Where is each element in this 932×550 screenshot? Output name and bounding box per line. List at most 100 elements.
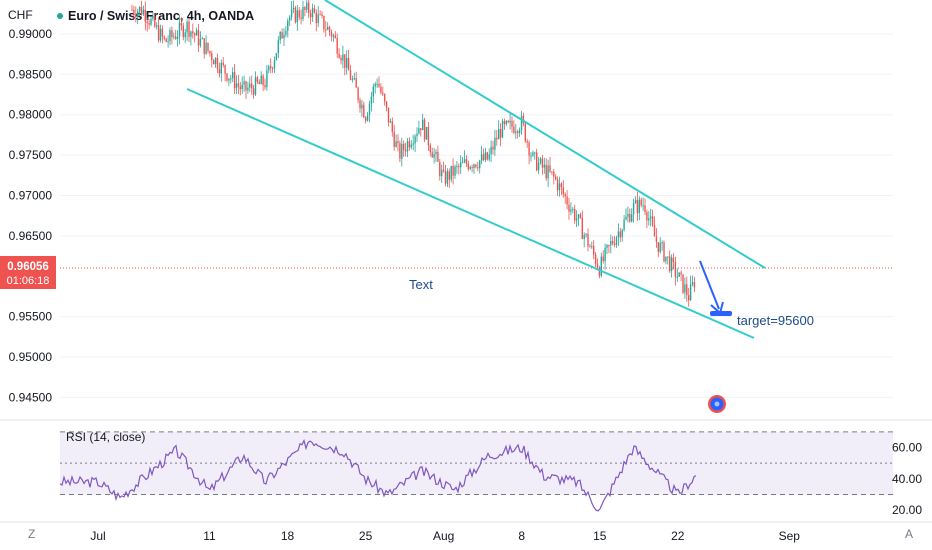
rsi-label[interactable]: RSI (14, close): [66, 430, 145, 444]
candle-body: [499, 128, 502, 138]
candle-body: [268, 66, 270, 71]
candle-body: [249, 83, 251, 88]
candle-body: [509, 120, 511, 123]
candle-body: [260, 75, 262, 85]
candle-body: [494, 137, 496, 150]
candle-body: [634, 200, 637, 204]
candle-body: [655, 236, 658, 243]
candle-body: [541, 158, 544, 168]
candle-body: [593, 246, 595, 255]
candle-body: [522, 115, 525, 124]
candle-body: [615, 237, 618, 245]
time-axis[interactable]: Jul 11 18 25 Aug 8 15 22 Sep: [90, 529, 800, 543]
candle-body: [315, 12, 317, 24]
candle-body: [245, 81, 247, 91]
candle-body: [156, 25, 158, 27]
candle-body: [613, 243, 616, 245]
symbol-title[interactable]: Euro / Swiss Franc, 4h, OANDA: [68, 9, 254, 23]
candle-body: [355, 78, 357, 88]
candle-body: [458, 166, 460, 168]
candle-body: [619, 231, 621, 238]
candle-body: [648, 218, 650, 221]
candle-body: [585, 233, 587, 235]
candle-body: [422, 119, 424, 131]
candle-body: [475, 164, 477, 168]
candle-body: [319, 14, 321, 16]
price-tick-label: 0.99000: [9, 27, 53, 41]
candle-body: [416, 133, 418, 137]
candle-body: [537, 162, 540, 171]
candle-body: [657, 242, 659, 253]
candle-body: [682, 274, 684, 293]
candle-body: [290, 9, 293, 18]
candle-body: [163, 36, 165, 39]
currency-label: CHF: [8, 8, 33, 22]
target-annotation[interactable]: target=95600: [737, 313, 814, 328]
candle-body: [370, 96, 373, 104]
candle-body: [589, 246, 591, 248]
auto-scale-button[interactable]: A: [905, 527, 913, 541]
candle-body: [570, 209, 572, 212]
price-tick-label: 0.97000: [9, 188, 53, 202]
candle-body: [150, 18, 152, 25]
last-price-tag: 0.96056 01:06:18: [0, 256, 56, 289]
candle-body: [564, 193, 566, 197]
candlestick-series: [131, 0, 696, 307]
candle-body: [515, 131, 517, 133]
candle-body: [551, 171, 553, 173]
candle-body: [549, 165, 551, 172]
candle-body: [617, 231, 620, 238]
candle-body: [517, 131, 519, 134]
candle-body: [176, 36, 179, 39]
candle-body: [612, 240, 614, 244]
time-tick-label: 22: [671, 529, 685, 543]
channel-upper-line[interactable]: [324, 0, 766, 269]
candle-body: [287, 20, 289, 31]
candle-body: [534, 152, 536, 154]
candle-body: [437, 151, 439, 162]
candle-body: [192, 31, 194, 34]
candle-body: [661, 242, 663, 244]
candle-body: [173, 36, 175, 38]
candle-body: [606, 245, 608, 248]
candle-body: [581, 217, 583, 239]
candle-body: [623, 219, 625, 230]
candle-body: [395, 141, 397, 147]
candle-body: [304, 7, 306, 10]
zoom-button[interactable]: Z: [28, 527, 35, 541]
candle-body: [165, 38, 167, 42]
candle-body: [566, 196, 568, 205]
candle-body: [665, 256, 667, 262]
candle-body: [382, 92, 384, 95]
candle-body: [676, 276, 678, 278]
candle-body: [625, 216, 627, 220]
channel-lower-line[interactable]: [186, 88, 755, 339]
candle-body: [505, 120, 507, 124]
candle-body: [674, 261, 677, 277]
candle-body: [325, 29, 327, 31]
event-badge-icon[interactable]: [708, 395, 726, 413]
target-arrow-icon[interactable]: [699, 260, 732, 316]
candle-body: [406, 141, 409, 152]
candle-body: [144, 9, 146, 22]
candle-body: [642, 205, 644, 207]
candle-body: [342, 54, 344, 61]
candle-body: [484, 152, 487, 160]
candle-body: [137, 11, 139, 18]
candle-body: [596, 263, 599, 268]
candle-body: [195, 30, 198, 36]
candle-body: [182, 25, 184, 38]
text-annotation[interactable]: Text: [409, 277, 433, 292]
candle-body: [429, 145, 431, 153]
candle-body: [448, 171, 450, 180]
candle-body: [444, 170, 447, 184]
candle-body: [463, 159, 466, 163]
candle-body: [178, 23, 181, 37]
candle-body: [410, 144, 412, 148]
price-axis[interactable]: 0.99000 0.98500 0.98000 0.97500 0.97000 0.965…: [9, 27, 53, 404]
candle-body: [680, 272, 682, 275]
candle-body: [142, 9, 145, 15]
candle-body: [404, 149, 407, 152]
candle-body: [496, 137, 498, 140]
candle-body: [490, 146, 492, 155]
